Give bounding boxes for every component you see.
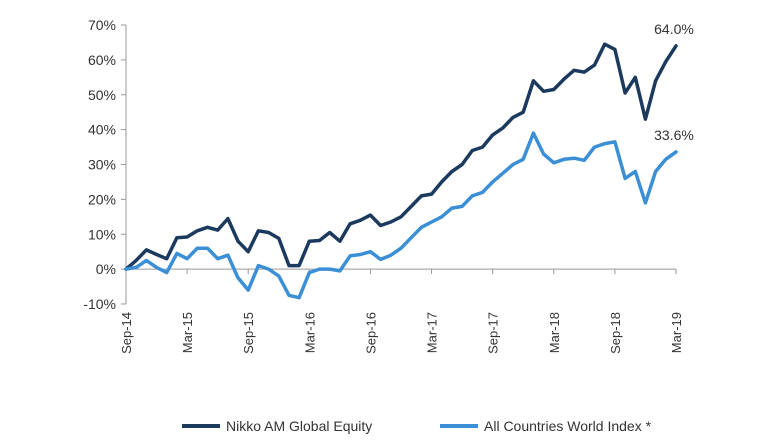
y-tick-label: -10% — [83, 296, 116, 312]
y-tick-label: 10% — [88, 226, 116, 242]
x-tick-label: Sep-15 — [241, 312, 256, 354]
x-tick-label: Mar-17 — [425, 312, 440, 353]
x-tick-label: Mar-16 — [302, 312, 317, 353]
legend-item-nikko: Nikko AM Global Equity — [182, 418, 372, 434]
y-tick-label: 70% — [88, 17, 116, 33]
y-tick-label: 30% — [88, 157, 116, 173]
legend: Nikko AM Global Equity All Countries Wor… — [0, 418, 780, 438]
y-tick-label: 60% — [88, 52, 116, 68]
legend-label-acwi: All Countries World Index * — [484, 418, 652, 434]
end-value-label-acwi: 33.6% — [654, 127, 694, 143]
y-tick-label: 40% — [88, 122, 116, 138]
x-tick-label: Sep-18 — [608, 312, 623, 354]
y-tick-label: 0% — [96, 261, 116, 277]
x-tick-label: Sep-17 — [486, 312, 501, 354]
legend-swatch-nikko — [182, 424, 220, 428]
x-tick-label: Sep-16 — [363, 312, 378, 354]
x-tick-label: Mar-19 — [669, 312, 684, 353]
y-tick-label: 20% — [88, 191, 116, 207]
y-tick-label: 50% — [88, 87, 116, 103]
series-line-nikko — [124, 42, 678, 271]
x-tick-label: Mar-15 — [180, 312, 195, 353]
legend-swatch-acwi — [440, 424, 478, 428]
x-tick-label: Mar-18 — [547, 312, 562, 353]
x-tick-label: Sep-14 — [119, 312, 134, 354]
series-line-acwi — [124, 131, 678, 300]
legend-label-nikko: Nikko AM Global Equity — [226, 418, 373, 434]
end-value-label-nikko: 64.0% — [654, 21, 694, 37]
legend-item-acwi: All Countries World Index * — [440, 418, 651, 434]
